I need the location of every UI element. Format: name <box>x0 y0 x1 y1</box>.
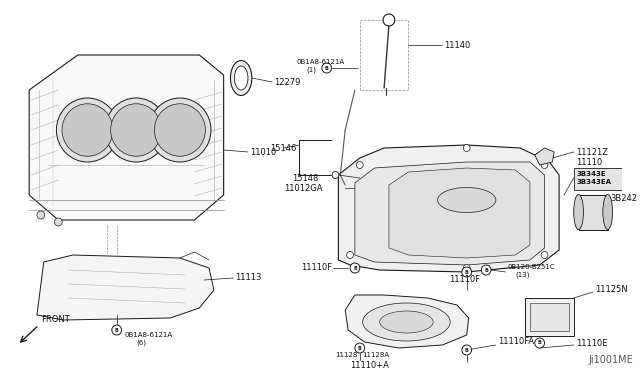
Ellipse shape <box>603 195 612 230</box>
Text: 11110+A: 11110+A <box>350 360 389 369</box>
Text: 11110F: 11110F <box>301 263 333 273</box>
Ellipse shape <box>230 61 252 96</box>
Text: 11125N: 11125N <box>595 285 628 295</box>
Circle shape <box>332 171 339 179</box>
Text: 11113: 11113 <box>236 273 262 282</box>
Text: B: B <box>465 269 468 275</box>
Ellipse shape <box>234 66 248 90</box>
Circle shape <box>56 98 118 162</box>
Text: 11110F: 11110F <box>449 276 481 285</box>
Circle shape <box>105 98 167 162</box>
Circle shape <box>535 338 545 348</box>
Polygon shape <box>339 145 559 272</box>
Text: (1): (1) <box>307 67 316 73</box>
Text: (13): (13) <box>515 272 530 278</box>
Circle shape <box>383 14 395 26</box>
Text: 11110: 11110 <box>575 157 602 167</box>
Text: B: B <box>325 65 328 71</box>
Text: 15148: 15148 <box>292 173 318 183</box>
Text: 12279: 12279 <box>274 77 301 87</box>
Text: 15146: 15146 <box>270 144 297 153</box>
Text: 3B242: 3B242 <box>611 193 637 202</box>
Ellipse shape <box>363 303 450 341</box>
Circle shape <box>62 104 113 156</box>
Text: 0B1A8-6121A: 0B1A8-6121A <box>124 332 173 338</box>
Circle shape <box>154 104 205 156</box>
Text: 11010: 11010 <box>250 148 276 157</box>
Circle shape <box>322 63 332 73</box>
Text: B: B <box>465 347 468 353</box>
Circle shape <box>481 265 491 275</box>
Ellipse shape <box>438 187 496 212</box>
FancyBboxPatch shape <box>573 168 632 190</box>
Circle shape <box>463 264 470 272</box>
Circle shape <box>54 218 62 226</box>
Text: 3B343EA: 3B343EA <box>577 179 612 185</box>
Circle shape <box>111 104 162 156</box>
Text: 11128: 11128 <box>335 352 358 358</box>
Circle shape <box>356 161 363 169</box>
Polygon shape <box>579 195 608 230</box>
Text: 11128A: 11128A <box>363 352 390 358</box>
Text: B: B <box>538 340 541 346</box>
Circle shape <box>462 267 472 277</box>
Text: 11110FA: 11110FA <box>498 337 534 346</box>
Circle shape <box>541 251 548 259</box>
Ellipse shape <box>380 311 433 333</box>
Text: B: B <box>353 266 356 270</box>
Polygon shape <box>37 255 214 320</box>
Circle shape <box>541 161 548 169</box>
Text: Ji1001ME: Ji1001ME <box>588 355 633 365</box>
Text: 0B1A8-6121A: 0B1A8-6121A <box>296 59 345 65</box>
Polygon shape <box>29 55 223 220</box>
Circle shape <box>462 345 472 355</box>
Circle shape <box>37 211 45 219</box>
Text: 3B343E: 3B343E <box>577 171 606 177</box>
Text: (6): (6) <box>136 340 146 346</box>
Polygon shape <box>355 162 545 265</box>
Polygon shape <box>535 148 554 165</box>
Polygon shape <box>389 168 530 258</box>
Circle shape <box>347 251 353 259</box>
Text: 11140: 11140 <box>444 41 470 49</box>
Circle shape <box>112 325 122 335</box>
Text: B: B <box>358 346 362 350</box>
Circle shape <box>463 144 470 151</box>
FancyBboxPatch shape <box>530 303 569 331</box>
Circle shape <box>350 263 360 273</box>
Text: 0B120-B251C: 0B120-B251C <box>508 264 555 270</box>
FancyBboxPatch shape <box>525 298 573 336</box>
Circle shape <box>355 343 365 353</box>
Circle shape <box>148 98 211 162</box>
Ellipse shape <box>573 195 584 230</box>
Text: FRONT: FRONT <box>41 315 70 324</box>
Text: 11121Z: 11121Z <box>575 148 607 157</box>
Text: 11110E: 11110E <box>575 339 607 347</box>
Text: B: B <box>484 267 488 273</box>
Polygon shape <box>345 295 468 348</box>
Text: B: B <box>115 327 118 333</box>
Text: 11012GA: 11012GA <box>284 183 323 192</box>
